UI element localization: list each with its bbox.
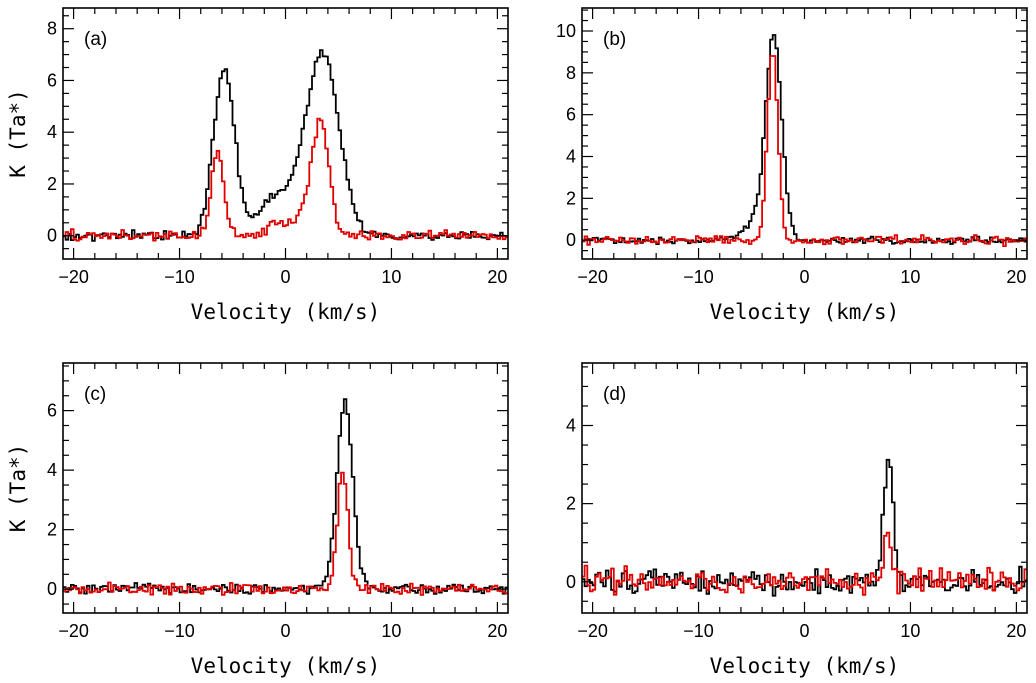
- y-tick-label: 0: [47, 579, 57, 599]
- series-black: [63, 398, 508, 595]
- x-tick-label: −20: [58, 267, 89, 287]
- y-tick-label: 4: [47, 460, 57, 480]
- x-tick-label: 10: [381, 621, 401, 641]
- x-tick-label: 10: [900, 621, 920, 641]
- panel-a: −20 −10 0 10 20 0 2 4 6 8 (a) Velocity (km/s) K (Ta*…: [6, 7, 509, 324]
- panel-label: (b): [603, 29, 626, 50]
- panel-b: −20 −10 0 10 20 0 2 4 6 8 10 (b) Velocity (km/s): [556, 7, 1028, 324]
- x-tick-label: −10: [164, 267, 195, 287]
- y-tick-label: 10: [556, 21, 576, 41]
- x-tick-label: 20: [487, 267, 507, 287]
- panel-label: (a): [84, 29, 107, 50]
- y-tick-label: 0: [566, 230, 576, 250]
- panel-label: (d): [603, 384, 626, 405]
- x-axis-label: Velocity (km/s): [191, 300, 381, 324]
- x-tick-label: 10: [900, 267, 920, 287]
- y-tick-label: 4: [47, 122, 57, 142]
- y-axis-label: K (Ta*): [6, 89, 30, 178]
- x-tick-label: −10: [164, 621, 195, 641]
- x-tick-label: 0: [799, 621, 809, 641]
- x-tick-label: 20: [1006, 267, 1026, 287]
- y-tick-label: 6: [566, 105, 576, 125]
- series-red: [582, 531, 1027, 596]
- x-tick-label: 0: [799, 267, 809, 287]
- x-axis-label: Velocity (km/s): [191, 654, 381, 678]
- x-tick-label: −10: [683, 621, 714, 641]
- y-tick-label: 0: [566, 572, 576, 592]
- x-tick-label: 10: [381, 267, 401, 287]
- panel-label: (c): [84, 384, 106, 405]
- y-tick-label: 0: [47, 226, 57, 246]
- x-tick-label: 0: [280, 267, 290, 287]
- series-red: [63, 117, 508, 242]
- x-tick-label: 20: [487, 621, 507, 641]
- y-tick-label: 6: [47, 401, 57, 421]
- y-tick-label: 2: [566, 494, 576, 514]
- x-axis-label: Velocity (km/s): [710, 654, 900, 678]
- y-tick-label: 4: [566, 147, 576, 167]
- series-red: [63, 471, 508, 596]
- x-axis-label: Velocity (km/s): [710, 300, 900, 324]
- y-tick-label: 4: [566, 416, 576, 436]
- series-black: [63, 49, 508, 242]
- panel-c: −20 −10 0 10 20 0 2 4 6 (c) Velocity (km/s) K (Ta*): [6, 362, 509, 678]
- y-tick-label: 2: [47, 174, 57, 194]
- x-tick-label: −20: [577, 267, 608, 287]
- x-tick-label: 20: [1006, 621, 1026, 641]
- plot-frame: [62, 7, 509, 260]
- series-black: [582, 34, 1027, 245]
- y-tick-label: 8: [47, 19, 57, 39]
- plot-frame: [581, 7, 1028, 260]
- y-tick-label: 6: [47, 70, 57, 90]
- panel-d: −20 −10 0 10 20 0 2 4 (d) Velocity (km/s): [566, 362, 1028, 678]
- series-black: [582, 458, 1027, 597]
- y-tick-label: 2: [566, 188, 576, 208]
- x-tick-label: −20: [58, 621, 89, 641]
- x-tick-label: 0: [280, 621, 290, 641]
- series-red: [582, 55, 1027, 247]
- plot-frame: [62, 362, 509, 614]
- x-tick-label: −10: [683, 267, 714, 287]
- y-axis-label: K (Ta*): [6, 444, 30, 533]
- y-tick-label: 8: [566, 63, 576, 83]
- y-tick-label: 2: [47, 520, 57, 540]
- x-tick-label: −20: [577, 621, 608, 641]
